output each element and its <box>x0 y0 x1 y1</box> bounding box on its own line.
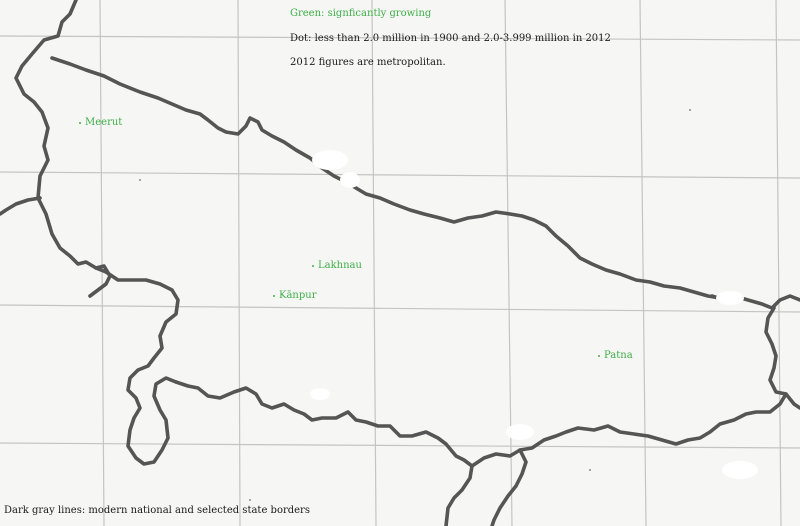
smudge <box>506 424 534 440</box>
border-legend: Dark gray lines: modern national and sel… <box>4 505 310 516</box>
city-label-kanpur: Kānpur <box>273 290 317 301</box>
border-line <box>0 196 42 216</box>
city-dot <box>598 354 600 357</box>
city-label-patna: Patna <box>598 350 633 361</box>
smudge <box>310 388 330 400</box>
speck <box>249 499 251 501</box>
city-label-lakhnau: Lakhnau <box>312 260 362 271</box>
dot-legend: Dot: less than 2.0 million in 1900 and 2… <box>290 33 611 44</box>
grid-line <box>0 35 800 41</box>
city-dot <box>312 264 314 267</box>
metropolitan-note: 2012 figures are metropolitan. <box>290 57 446 68</box>
border-line <box>94 266 180 466</box>
smudge <box>716 291 744 305</box>
smudge <box>312 150 348 170</box>
grid-line <box>0 304 800 313</box>
border-line <box>764 306 800 410</box>
grid-line <box>99 0 105 526</box>
city-label-meerut: Meerut <box>79 117 122 128</box>
grid-line <box>371 0 377 526</box>
pencil-speckle <box>139 109 691 501</box>
grid-line <box>237 0 241 526</box>
grid-line <box>639 0 647 526</box>
grid-line <box>504 0 513 526</box>
city-name: Meerut <box>85 117 123 128</box>
smudge <box>340 172 360 188</box>
city-name: Kānpur <box>279 290 317 301</box>
border-line <box>14 0 112 298</box>
border-line <box>50 56 800 310</box>
grid-line <box>775 0 782 526</box>
speck <box>139 179 141 181</box>
paper-smudges <box>310 150 758 479</box>
speck <box>589 469 591 471</box>
speck <box>689 109 691 111</box>
border-line <box>174 380 474 526</box>
border-line <box>470 392 788 468</box>
city-dot <box>79 121 81 124</box>
grid-line <box>0 171 800 179</box>
smudge <box>722 461 758 479</box>
growing-legend: Green: signficantly growing <box>290 8 432 19</box>
city-name: Lakhnau <box>318 260 362 271</box>
city-name: Patna <box>604 350 633 361</box>
city-dot <box>273 294 275 297</box>
border-line <box>490 448 528 526</box>
grid-line <box>0 442 800 449</box>
